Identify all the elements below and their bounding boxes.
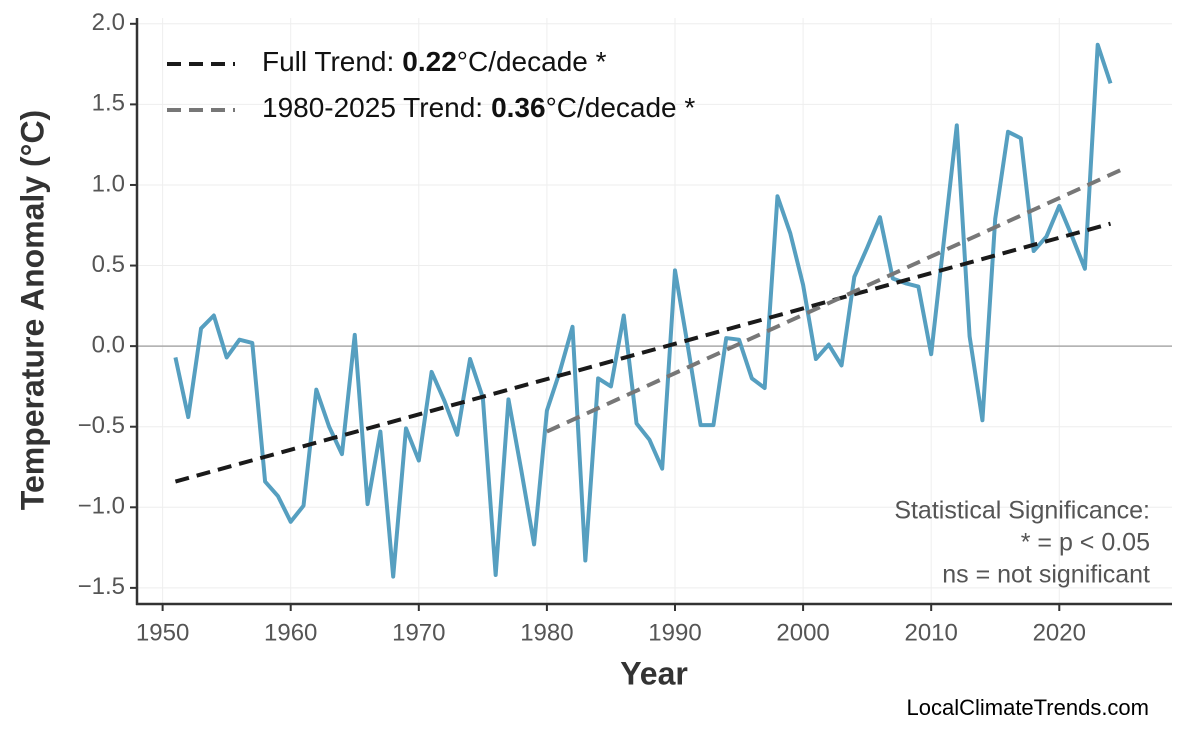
annotation: Statistical Significance: — [894, 497, 1150, 525]
y-tick-label: −0.5 — [78, 412, 125, 439]
x-tick-label: 1980 — [520, 619, 573, 646]
legend-unit: °C/decade * — [457, 46, 607, 77]
x-tick-label: 1970 — [392, 619, 445, 646]
y-tick-label: −1.0 — [78, 493, 125, 520]
legend-name: Full Trend: — [262, 46, 394, 77]
x-tick-label: 2010 — [904, 619, 957, 646]
y-tick-label: 0.0 — [92, 331, 125, 358]
annotation: * = p < 0.05 — [1021, 529, 1150, 557]
y-tick-label: 1.5 — [92, 90, 125, 117]
legend-slope: 0.36 — [491, 92, 546, 123]
data-line — [173, 42, 1113, 579]
x-tick-label: 1960 — [264, 619, 317, 646]
legend-name: 1980-2025 Trend: — [262, 92, 483, 123]
x-tick-label: 1950 — [136, 619, 189, 646]
y-tick-label: −1.5 — [78, 573, 125, 600]
legend-label: Full Trend: 0.22°C/decade * — [262, 46, 607, 77]
y-tick-label: 0.5 — [92, 251, 125, 278]
trend-line — [174, 221, 1112, 484]
legend-slope: 0.22 — [402, 46, 457, 77]
x-tick-label: 1990 — [648, 619, 701, 646]
y-tick-label: 1.0 — [92, 170, 125, 197]
source: LocalClimateTrends.com — [907, 695, 1150, 720]
y-tick-label: 2.0 — [92, 9, 125, 36]
trend-line — [546, 167, 1125, 434]
x-tick-label: 2000 — [776, 619, 829, 646]
legend-label: 1980-2025 Trend: 0.36°C/decade * — [262, 92, 695, 123]
x-axis-label: Year — [620, 655, 688, 691]
x-tick-label: 2020 — [1033, 619, 1086, 646]
annotation: ns = not significant — [942, 561, 1150, 589]
legend-unit: °C/decade * — [546, 92, 696, 123]
y-axis-label: Temperature Anomaly (°C) — [14, 110, 50, 510]
